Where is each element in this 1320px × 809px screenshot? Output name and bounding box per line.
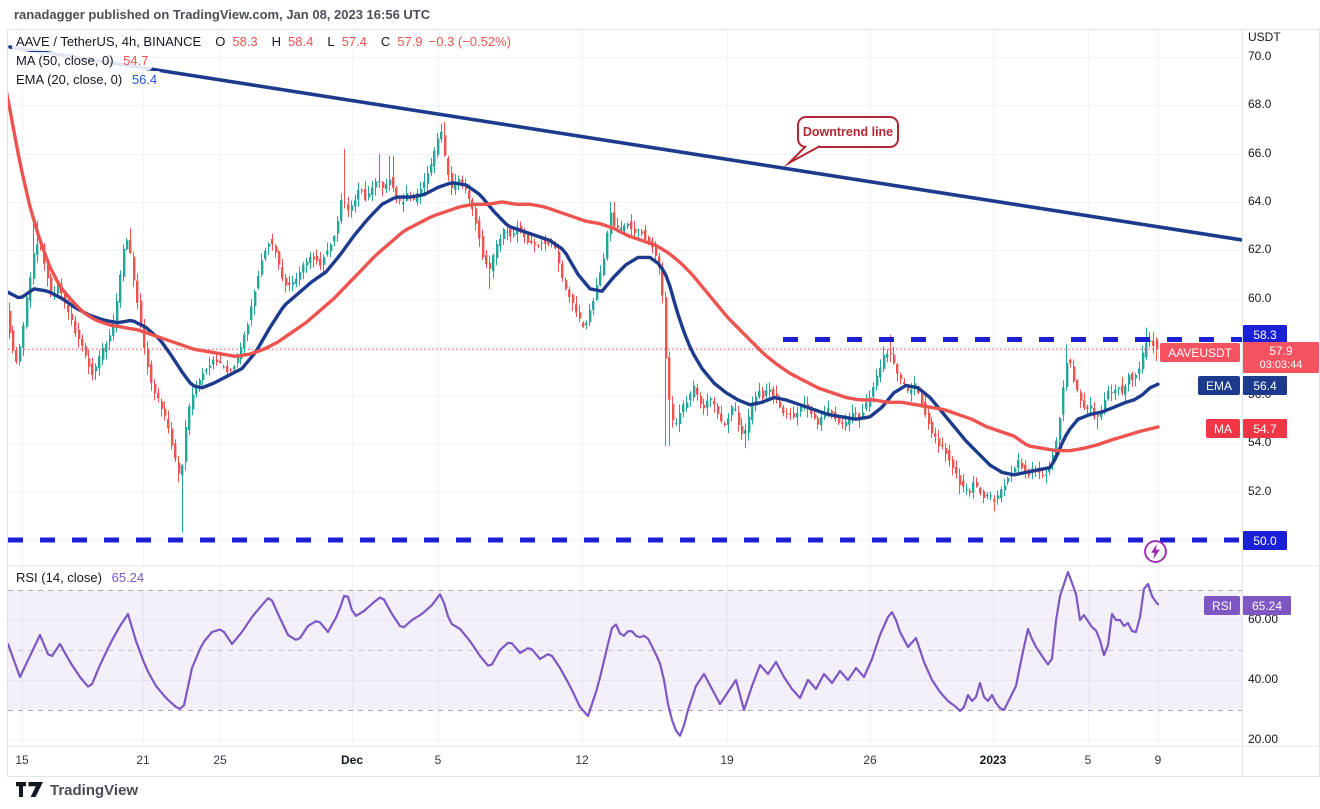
time-axis-label: Dec <box>340 753 364 767</box>
tradingview-logo-text: TradingView <box>50 782 139 799</box>
ma-indicator-label: MA (50, close, 0) <box>16 53 114 68</box>
ema-legend-row: EMA (20, close, 0) 56.4 <box>12 71 162 89</box>
time-axis-label: 2023 <box>979 753 1007 767</box>
price-axis-label: 68.0 <box>1248 97 1272 112</box>
price-axis-label: 54.0 <box>1248 435 1272 450</box>
tradingview-logo[interactable]: TradingView <box>16 782 138 799</box>
price-axis-label: 64.0 <box>1248 193 1272 208</box>
downtrend-callout[interactable]: Downtrend line <box>798 117 898 147</box>
ma-value-badge: 54.7 <box>1243 419 1287 438</box>
ma-marker-label: MA <box>1206 419 1240 438</box>
rsi-indicator-value: 65.24 <box>111 570 145 585</box>
symbol-legend-row: AAVE / TetherUS, 4h, BINANCE O 58.3 H 58.4 L 5… <box>12 33 515 51</box>
ema-value-badge: 56.4 <box>1243 376 1287 395</box>
rsi-indicator-label: RSI (14, close) <box>16 570 102 585</box>
publish-info-text: ranadagger published on TradingView.com,… <box>14 7 431 22</box>
price-axis-label: 66.0 <box>1248 145 1272 160</box>
rsi-legend: RSI (14, close) 65.24 <box>12 569 149 588</box>
time-axis-label: 12 <box>575 753 589 767</box>
ohlc-values: O 58.3 H 58.4 L 57.4 C 57.9 <box>215 34 423 49</box>
time-axis-label: 5 <box>434 753 442 767</box>
price-axis-label: 60.0 <box>1248 290 1272 305</box>
price-axis-label: 20.00 <box>1248 732 1279 746</box>
time-axis-label: 21 <box>136 753 150 767</box>
rsi-value-badge: 65.24 <box>1243 596 1291 615</box>
downtrend-callout-label: Downtrend line <box>802 125 894 139</box>
price-axis-label: USDT <box>1248 30 1281 44</box>
resistance-price-badge: 58.3 <box>1243 325 1287 344</box>
price-axis-label: 62.0 <box>1248 242 1272 257</box>
time-axis-label: 19 <box>720 753 734 767</box>
lightning-icon[interactable] <box>1143 539 1168 569</box>
time-axis-label: 15 <box>15 753 29 767</box>
ma-legend-row: MA (50, close, 0) 54.7 <box>12 52 153 70</box>
time-axis-label: 9 <box>1154 753 1162 767</box>
chart-legend: AAVE / TetherUS, 4h, BINANCE O 58.3 H 58.4 L 5… <box>12 33 515 90</box>
price-axis-label: 70.0 <box>1248 49 1272 63</box>
ma-indicator-value: 54.7 <box>123 53 149 68</box>
ema-indicator-value: 56.4 <box>131 72 158 87</box>
price-axis-label: 60.00 <box>1248 612 1279 626</box>
ema-indicator-label: EMA (20, close, 0) <box>16 72 123 87</box>
price-axis-label: 40.00 <box>1248 672 1279 686</box>
change-value: −0.3 (−0.52%) <box>428 34 511 49</box>
rsi-marker-label: RSI <box>1203 596 1240 615</box>
price-axis-label: 52.0 <box>1248 483 1272 498</box>
rsi-legend-row: RSI (14, close) 65.24 <box>12 569 149 587</box>
tradingview-logo-mark <box>16 782 43 797</box>
time-axis-label: 26 <box>863 753 877 767</box>
support-price-badge: 50.0 <box>1243 531 1287 550</box>
time-axis-label: 5 <box>1084 753 1092 767</box>
ema-marker-label: EMA <box>1197 376 1240 395</box>
symbol-marker-label: AAVEUSDT <box>1160 343 1240 362</box>
symbol-title: AAVE / TetherUS, 4h, BINANCE <box>16 34 202 49</box>
last-price-badge: 57.9 03:03:44 <box>1243 342 1319 373</box>
time-axis-label: 25 <box>213 753 227 767</box>
publish-info-bar: ranadagger published on TradingView.com,… <box>0 0 1320 28</box>
